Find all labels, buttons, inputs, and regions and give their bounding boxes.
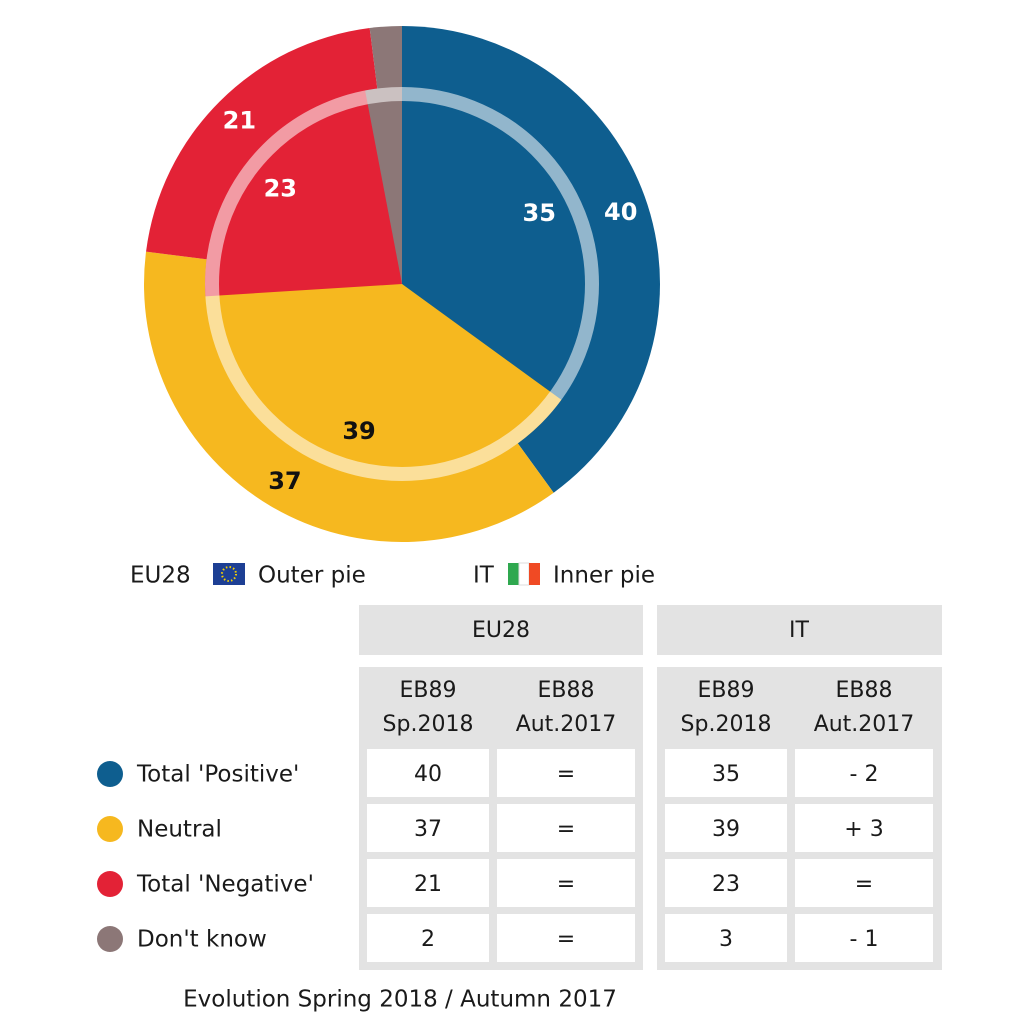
group-header: EU28 [472,618,530,643]
data-label: 39 [342,417,375,445]
cell-value: + 3 [844,817,883,842]
column-header: EB89 [400,678,457,703]
cell-value: 35 [712,762,740,787]
legend-text: Outer pie [258,563,366,589]
category-label: Don't know [137,927,267,953]
cell-bg [497,914,635,962]
cell-value: = [557,927,575,952]
cell-bg [497,859,635,907]
cell-bg [665,749,787,797]
cell-bg [795,749,933,797]
group-header-bg [359,605,643,655]
note: Evolution Spring 2018 / Autumn 2017 [183,987,617,1013]
cell-value: 3 [719,927,733,952]
group-header-bg [657,605,942,655]
cell-value: - 1 [850,927,879,952]
legend-label: EU28 [130,563,191,589]
cell-value: 40 [414,762,442,787]
cell-bg [665,804,787,852]
category-dot [97,761,123,787]
cell-bg [497,749,635,797]
column-header: Sp.2018 [681,712,772,737]
cell-value: - 2 [850,762,879,787]
group-header: IT [789,618,809,643]
legend-label: IT [473,563,495,589]
pie-slice [205,284,562,481]
cell-bg [367,804,489,852]
cell-value: = [557,817,575,842]
cell-value: = [557,762,575,787]
category-label: Total 'Positive' [136,762,299,788]
cell-bg [367,914,489,962]
category-dot [97,871,123,897]
cell-bg [795,914,933,962]
cell-bg [497,804,635,852]
eu-flag [213,563,245,585]
column-header: EB88 [836,678,893,703]
legend-text: Inner pie [553,563,655,589]
cell-bg [367,859,489,907]
data-label: 37 [268,467,301,495]
data-label: 23 [264,175,297,203]
cell-value: 37 [414,817,442,842]
column-header: Sp.2018 [383,712,474,737]
cell-value: 23 [712,872,740,897]
category-label: Neutral [137,817,222,843]
cell-value: 21 [414,872,442,897]
inner-ring [205,87,599,481]
cell-bg [367,749,489,797]
pie-slice [205,90,402,297]
data-label: 40 [604,198,637,226]
pie-slice [365,87,402,284]
data-label: 21 [223,106,256,134]
cell-value: 2 [421,927,435,952]
cell-value: = [557,872,575,897]
cell-value: 39 [712,817,740,842]
column-header: EB88 [538,678,595,703]
cell-bg [795,804,933,852]
cell-bg [665,914,787,962]
category-label: Total 'Negative' [136,872,314,898]
cell-bg [795,859,933,907]
category-dot [97,816,123,842]
data-label: 35 [523,199,556,227]
cell-bg [665,859,787,907]
cell-value: = [855,872,873,897]
it-flag [508,562,540,586]
category-dot [97,926,123,952]
column-header: Aut.2017 [814,712,915,737]
column-header: Aut.2017 [516,712,617,737]
column-header: EB89 [698,678,755,703]
